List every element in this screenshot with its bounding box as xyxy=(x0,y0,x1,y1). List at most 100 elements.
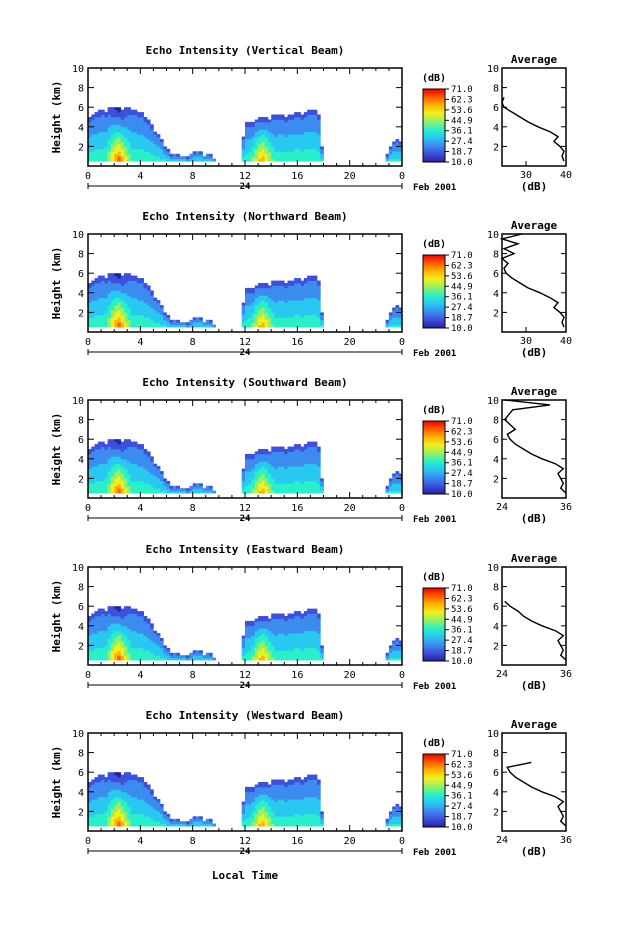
echo-cell xyxy=(114,616,118,619)
echo-cell xyxy=(114,640,118,644)
echo-cell xyxy=(398,322,403,326)
echo-cell xyxy=(110,126,115,130)
echo-cell xyxy=(313,488,318,492)
echo-cell xyxy=(313,475,318,479)
echo-cell xyxy=(94,821,99,825)
echo-cell xyxy=(107,809,112,812)
echo-cell xyxy=(264,158,269,162)
echo-cell xyxy=(130,618,135,622)
echo-cell xyxy=(267,148,272,152)
echo-cell xyxy=(150,796,154,800)
echo-cell xyxy=(146,312,151,316)
echo-cell xyxy=(294,650,298,654)
echo-cell xyxy=(94,628,99,632)
echo-cell xyxy=(124,478,128,482)
echo-cell xyxy=(94,623,99,627)
echo-cell xyxy=(124,480,128,484)
echo-cell xyxy=(303,451,308,455)
echo-cell xyxy=(127,446,131,450)
echo-cell xyxy=(267,796,272,800)
echo-cell xyxy=(88,821,92,825)
echo-cell xyxy=(107,297,112,301)
echo-cell xyxy=(110,657,115,661)
echo-cell xyxy=(267,453,272,457)
echo-cell xyxy=(254,475,259,479)
echo-cell xyxy=(287,652,292,656)
echo-cell xyxy=(150,136,154,140)
echo-cell xyxy=(277,124,282,128)
echo-cell xyxy=(317,635,321,639)
echo-cell xyxy=(251,647,256,651)
echo-cell xyxy=(160,322,164,326)
echo-cell xyxy=(107,280,112,284)
echo-cell xyxy=(274,647,279,651)
echo-cell xyxy=(120,280,125,284)
echo-cell xyxy=(245,647,249,651)
echo-cell xyxy=(117,478,122,482)
echo-cell xyxy=(169,488,174,492)
average-profile-line xyxy=(501,97,565,162)
echo-cell xyxy=(303,280,308,284)
echo-cell xyxy=(143,801,148,805)
echo-cell xyxy=(254,312,259,316)
echo-cell xyxy=(307,490,311,494)
echo-cell xyxy=(137,777,141,780)
echo-cell xyxy=(251,794,256,798)
echo-cell xyxy=(264,156,269,160)
echo-cell xyxy=(114,655,118,659)
echo-cell xyxy=(297,618,301,622)
echo-cell xyxy=(104,141,109,145)
echo-cell xyxy=(163,650,167,654)
echo-cell xyxy=(101,794,105,798)
echo-cell xyxy=(264,816,269,820)
echo-cell xyxy=(127,292,131,296)
echo-cell xyxy=(281,285,285,289)
echo-cell xyxy=(388,158,393,162)
echo-cell xyxy=(202,655,207,659)
echo-cell xyxy=(127,283,131,286)
echo-cell xyxy=(150,483,154,487)
echo-cell xyxy=(97,774,102,778)
echo-cell xyxy=(313,623,318,627)
echo-cell xyxy=(156,650,161,654)
echo-cell xyxy=(303,158,308,162)
echo-cell xyxy=(120,645,125,649)
echo-cell xyxy=(101,779,105,783)
echo-cell xyxy=(140,490,144,494)
echo-cell xyxy=(153,319,158,323)
echo-cell xyxy=(294,141,298,145)
echo-cell xyxy=(137,485,141,489)
echo-cell xyxy=(251,645,256,649)
echo-cell xyxy=(94,302,99,306)
echo-cell xyxy=(140,640,144,644)
echo-cell xyxy=(137,473,141,477)
echo-cell xyxy=(140,633,144,636)
echo-cell xyxy=(248,156,252,160)
echo-cell xyxy=(117,806,122,810)
echo-cell xyxy=(143,139,148,142)
echo-cell xyxy=(140,129,144,133)
echo-cell xyxy=(398,309,403,313)
echo-cell xyxy=(146,453,151,457)
echo-cell xyxy=(110,273,115,277)
echo-cell xyxy=(271,451,275,455)
echo-cell xyxy=(153,633,158,636)
echo-cell xyxy=(267,287,272,291)
echo-cell xyxy=(264,453,269,457)
echo-cell xyxy=(133,129,138,133)
echo-cell xyxy=(251,453,256,457)
echo-cell xyxy=(163,478,167,482)
average-x-tick-label: 40 xyxy=(560,336,572,347)
echo-cell xyxy=(124,158,128,162)
echo-cell xyxy=(104,471,109,474)
echo-cell xyxy=(277,131,282,135)
echo-cell xyxy=(307,280,311,284)
average-y-tick-label: 10 xyxy=(487,230,499,241)
echo-cell xyxy=(130,786,135,790)
colorbar-tick-label: 44.9 xyxy=(451,282,473,292)
echo-cell xyxy=(245,655,249,659)
echo-cell xyxy=(150,823,154,827)
echo-cell xyxy=(88,139,92,142)
echo-cell xyxy=(186,158,190,162)
echo-cell xyxy=(130,628,135,632)
